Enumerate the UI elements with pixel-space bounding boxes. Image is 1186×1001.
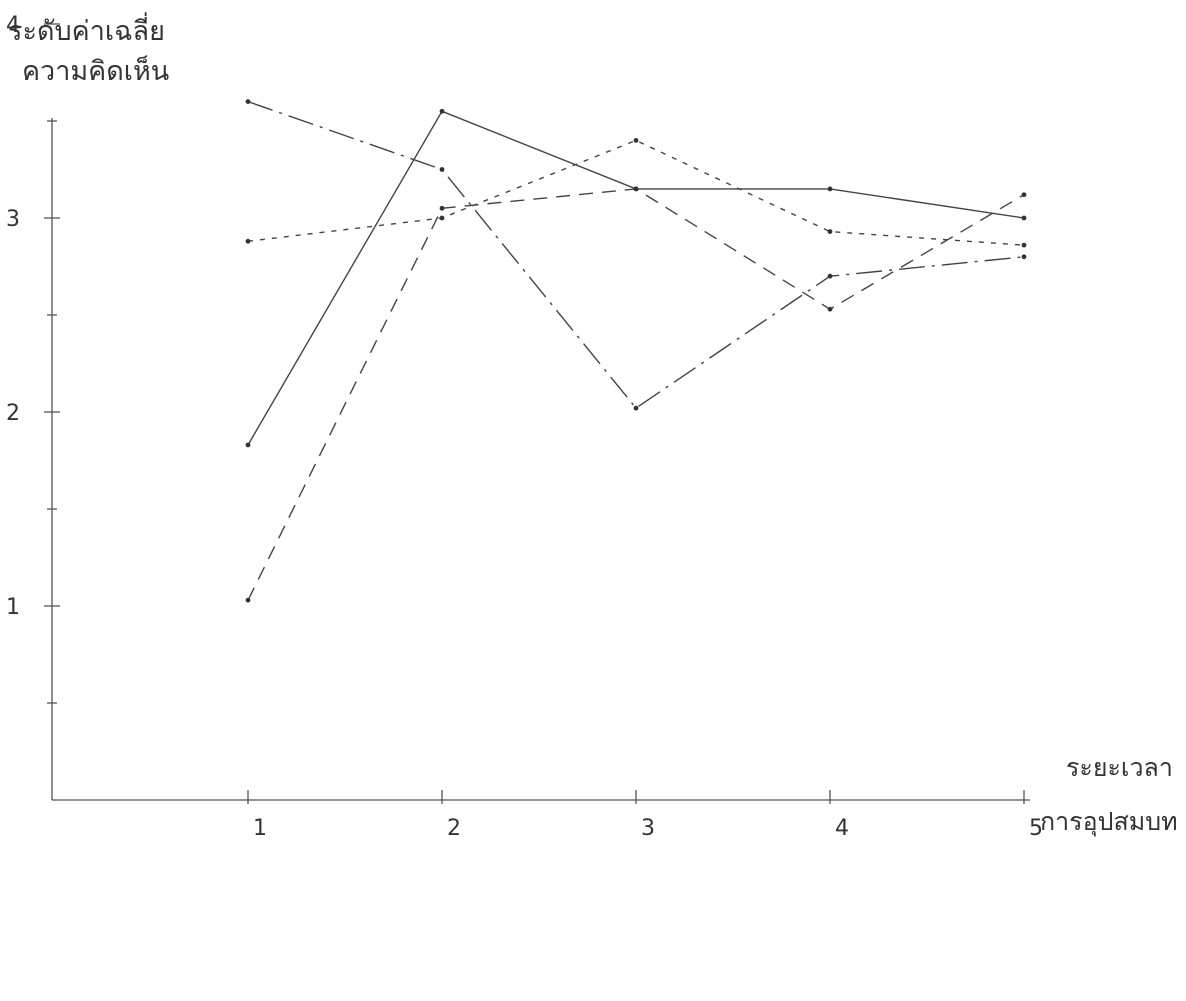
series-3-point-2	[439, 167, 445, 172]
series-4-point-1	[245, 238, 251, 244]
series-2-line	[247, 188, 1025, 601]
y-axis-label-line-1: ระดับค่าเฉลี่ย	[8, 12, 165, 47]
series-3-point-3	[633, 405, 639, 411]
x-axis-label-line-1: ระยะเวลา	[1066, 753, 1173, 782]
x-tick-label-2: 2	[447, 816, 461, 841]
series-4-point-5	[1021, 242, 1027, 248]
series-1-line	[247, 110, 1025, 446]
x-axis-label-line-2: การอุปสมบท	[1040, 807, 1178, 837]
series-1-point-1	[245, 442, 251, 448]
series-4-point-2	[439, 215, 445, 221]
series-2-point-2	[439, 205, 445, 211]
series-2-point-4	[827, 306, 833, 312]
y-axis-label-line-2: ความคิดเห็น	[22, 53, 169, 87]
y-tick-label-1: 1	[6, 595, 20, 620]
series-3-line	[247, 100, 1025, 410]
series-4-point-3	[633, 138, 639, 143]
y-tick-label-4: 4	[6, 13, 20, 38]
series-1-point-5	[1021, 215, 1027, 221]
x-tick-label-1: 1	[253, 816, 267, 841]
y-tick-label-3: 3	[6, 207, 20, 232]
x-tick-label-3: 3	[641, 816, 655, 841]
y-tick-label-2: 2	[6, 401, 20, 426]
series-3-point-4	[827, 273, 833, 279]
x-tick-label-5: 5	[1029, 816, 1043, 841]
series-2-point-3	[633, 186, 639, 192]
series-1-point-2	[439, 108, 445, 114]
series-4-point-4	[827, 229, 833, 234]
series-3-point-5	[1021, 254, 1027, 260]
series-2-point-1	[245, 597, 251, 603]
series-1-point-4	[827, 186, 833, 192]
series-4-line	[247, 139, 1025, 246]
x-tick-label-4: 4	[835, 816, 849, 841]
series-2-point-5	[1021, 192, 1027, 198]
series-3-point-1	[245, 99, 251, 104]
